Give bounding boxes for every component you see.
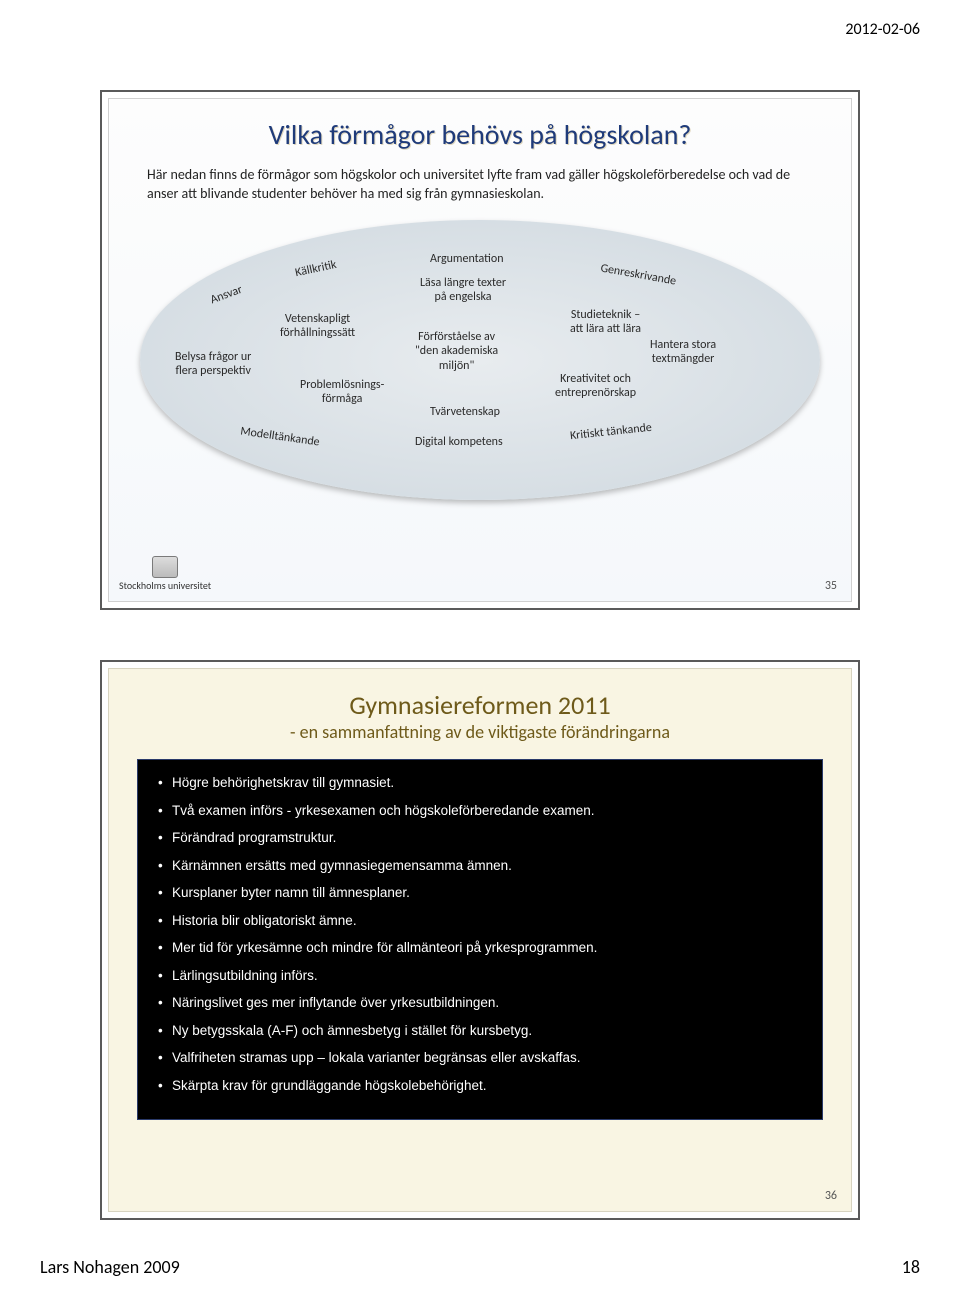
slide-2: Gymnasiereformen 2011 - en sammanfattnin… bbox=[100, 660, 860, 1220]
tag-studieteknik: Studieteknik – att lära att lära bbox=[570, 308, 641, 337]
tag-problem: Problemlösnings- förmåga bbox=[300, 378, 384, 407]
bullet-item: Kärnämnen ersätts med gymnasiegemensamma… bbox=[158, 857, 802, 875]
bullet-item: Mer tid för yrkesämne och mindre för all… bbox=[158, 939, 802, 957]
tag-hantera: Hantera stora textmängder bbox=[650, 338, 716, 367]
bullet-item: Historia blir obligatoriskt ämne. bbox=[158, 912, 802, 930]
tag-kreativitet: Kreativitet och entreprenörskap bbox=[555, 372, 636, 401]
bullet-item: Två examen införs - yrkesexamen och högs… bbox=[158, 802, 802, 820]
page-date: 2012-02-06 bbox=[845, 20, 920, 39]
ellipse-diagram: Ansvar Källkritik Argumentation Läsa län… bbox=[140, 220, 820, 500]
tag-vetenskap: Vetenskapligt förhållningssätt bbox=[280, 312, 355, 341]
slide-1: Vilka förmågor behövs på högskolan? Här … bbox=[100, 90, 860, 610]
tag-lasa: Läsa längre texter på engelska bbox=[420, 276, 506, 305]
bullet-item: Skärpta krav för grundläggande högskoleb… bbox=[158, 1077, 802, 1095]
bullet-item: Högre behörighetskrav till gymnasiet. bbox=[158, 774, 802, 792]
slide-1-inner: Vilka förmågor behövs på högskolan? Här … bbox=[108, 98, 852, 602]
tag-argumentation: Argumentation bbox=[430, 252, 504, 266]
slide-2-title: Gymnasiereformen 2011 bbox=[137, 689, 823, 721]
bullet-panel: Högre behörighetskrav till gymnasiet. Två… bbox=[137, 759, 823, 1120]
footer-author: Lars Nohagen 2009 bbox=[40, 1256, 180, 1278]
tag-tvarvetenskap: Tvärvetenskap bbox=[430, 405, 500, 419]
bullet-item: Ny betygsskala (A-F) och ämnesbetyg i st… bbox=[158, 1022, 802, 1040]
slide-2-number: 36 bbox=[825, 1189, 837, 1203]
crown-icon bbox=[152, 556, 178, 578]
slide-1-title: Vilka förmågor behövs på högskolan? bbox=[137, 117, 823, 152]
tag-forforstaelse: Förförståelse av "den akademiska miljön" bbox=[415, 330, 498, 373]
bullet-item: Näringslivet ges mer inflytande över yrk… bbox=[158, 994, 802, 1012]
footer-page-number: 18 bbox=[902, 1256, 920, 1278]
tag-digital: Digital kompetens bbox=[415, 435, 503, 449]
bullet-item: Lärlingsutbildning införs. bbox=[158, 967, 802, 985]
slide-1-number: 35 bbox=[825, 579, 837, 593]
slide-1-intro: Här nedan finns de förmågor som högskolo… bbox=[147, 166, 813, 204]
slide-2-subtitle: - en sammanfattning av de viktigaste för… bbox=[137, 721, 823, 743]
university-logo: Stockholms universitet bbox=[119, 556, 211, 591]
logo-label: Stockholms universitet bbox=[119, 580, 211, 591]
tag-belysa: Belysa frågor ur flera perspektiv bbox=[175, 350, 251, 379]
slide-2-inner: Gymnasiereformen 2011 - en sammanfattnin… bbox=[108, 668, 852, 1212]
bullet-list: Högre behörighetskrav till gymnasiet. Två… bbox=[158, 774, 802, 1095]
bullet-item: Förändrad programstruktur. bbox=[158, 829, 802, 847]
bullet-item: Valfriheten stramas upp – lokala variant… bbox=[158, 1049, 802, 1067]
bullet-item: Kursplaner byter namn till ämnesplaner. bbox=[158, 884, 802, 902]
